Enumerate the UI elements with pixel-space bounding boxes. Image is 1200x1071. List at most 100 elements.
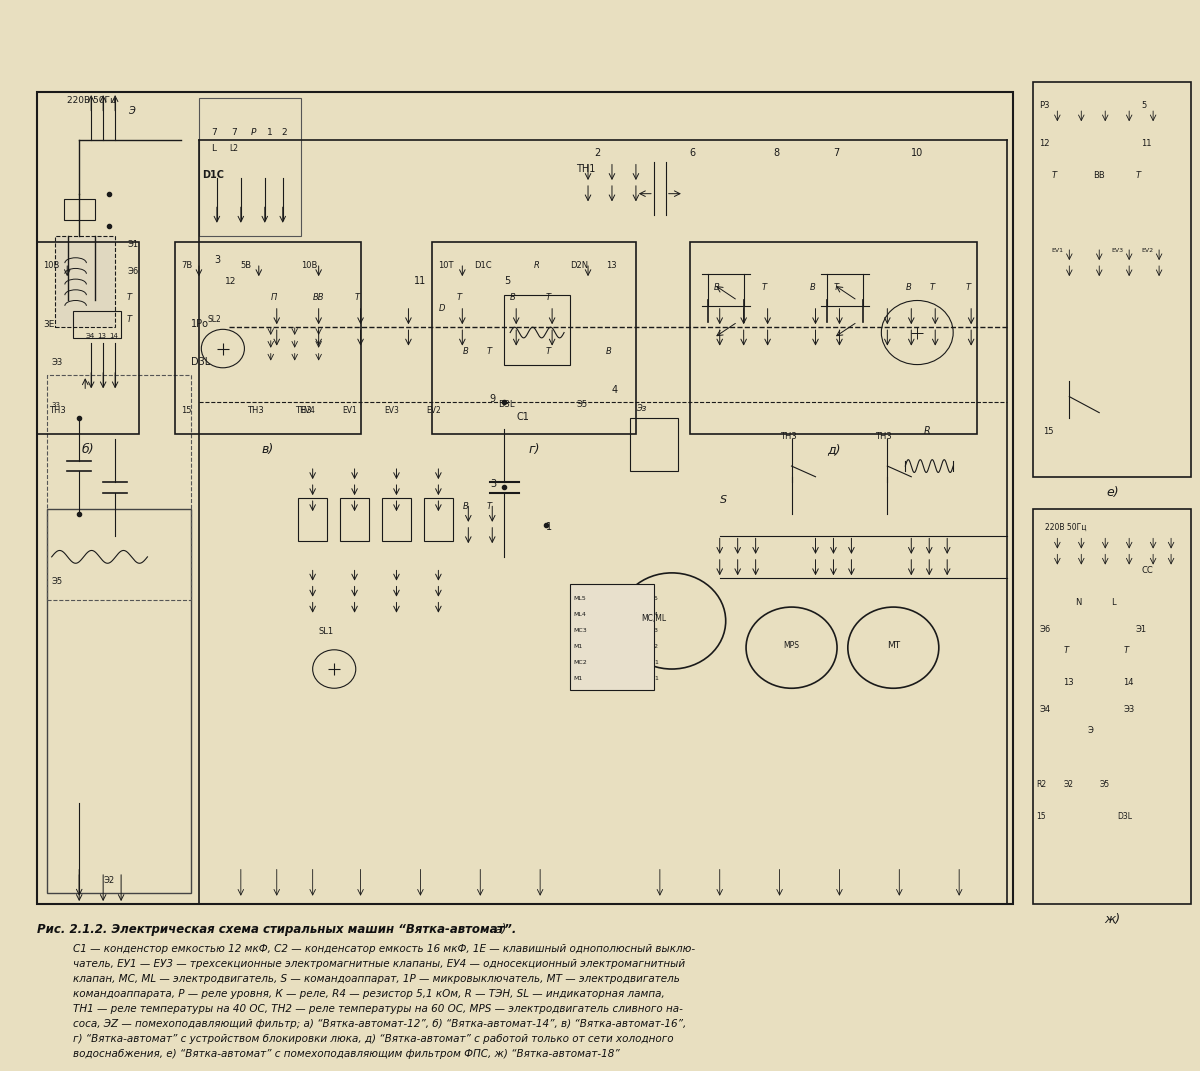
Text: СС: СС xyxy=(1141,565,1153,575)
Text: Э5: Э5 xyxy=(576,401,587,409)
Text: MT: MT xyxy=(887,640,900,650)
Text: 7: 7 xyxy=(232,127,238,137)
Text: T: T xyxy=(929,283,935,291)
Text: 9: 9 xyxy=(490,394,496,404)
Text: 3: 3 xyxy=(654,628,658,633)
Text: 4: 4 xyxy=(612,386,618,395)
Text: соса, ЭZ — помехоподавляющий фильтр; а) “Вятка-автомат-12”, б) “Вятка-автомат-14: соса, ЭZ — помехоподавляющий фильтр; а) … xyxy=(73,1019,686,1029)
Text: 1: 1 xyxy=(654,660,658,665)
Text: 6: 6 xyxy=(690,148,696,159)
Text: MC3: MC3 xyxy=(574,628,588,633)
Text: ТН1 — реле температуры на 40 ОС, ТН2 — реле температуры на 60 ОС, MPS — электрод: ТН1 — реле температуры на 40 ОС, ТН2 — р… xyxy=(73,1004,683,1014)
Text: MC,ML: MC,ML xyxy=(641,614,666,623)
Text: 33: 33 xyxy=(52,403,61,408)
Bar xyxy=(432,242,636,434)
Text: 11: 11 xyxy=(1141,138,1152,148)
Text: M1: M1 xyxy=(574,644,583,649)
Bar xyxy=(299,498,328,541)
Text: EV3: EV3 xyxy=(384,406,400,414)
Bar xyxy=(1033,81,1192,477)
Text: C1: C1 xyxy=(516,412,529,422)
Text: Э5: Э5 xyxy=(52,576,62,586)
Text: 13: 13 xyxy=(97,333,106,338)
Text: 15: 15 xyxy=(1036,812,1045,820)
Text: EV2: EV2 xyxy=(426,406,442,414)
Bar xyxy=(55,237,115,328)
Text: B: B xyxy=(905,283,911,291)
Text: г): г) xyxy=(528,443,540,456)
Text: 5: 5 xyxy=(1141,102,1146,110)
Text: T: T xyxy=(834,283,839,291)
Text: а): а) xyxy=(494,923,508,936)
Text: П: П xyxy=(271,293,277,302)
Text: 1: 1 xyxy=(268,127,272,137)
Text: T: T xyxy=(486,347,491,356)
Text: R: R xyxy=(534,261,540,271)
Text: 1Ро: 1Ро xyxy=(191,319,209,329)
Bar xyxy=(570,584,654,691)
Text: С1 — конденстор емкостью 12 мкФ, С2 — конденсатор емкость 16 мкФ, 1Е — клавишный: С1 — конденстор емкостью 12 мкФ, С2 — ко… xyxy=(73,945,695,954)
Text: 5: 5 xyxy=(654,595,658,601)
Text: D3L: D3L xyxy=(498,401,515,409)
Text: T: T xyxy=(546,293,551,302)
Text: SL2: SL2 xyxy=(208,315,221,323)
Text: ML4: ML4 xyxy=(574,612,587,617)
Text: D1C: D1C xyxy=(203,169,224,180)
Text: Э: Э xyxy=(128,106,136,116)
Text: клапан, МС, ML — электродвигатель, S — командоаппарат, 1Р — микровыключатель, МТ: клапан, МС, ML — электродвигатель, S — к… xyxy=(73,974,680,984)
Bar xyxy=(73,312,121,337)
Text: 10В: 10В xyxy=(301,261,317,271)
Text: T: T xyxy=(546,347,551,356)
Text: 12: 12 xyxy=(1039,138,1050,148)
Text: 8: 8 xyxy=(774,148,780,159)
Text: MC2: MC2 xyxy=(574,660,588,665)
Text: EV1: EV1 xyxy=(1051,248,1063,254)
Text: 12: 12 xyxy=(226,277,236,286)
Text: L: L xyxy=(211,144,216,153)
Text: 10T: 10T xyxy=(438,261,454,271)
Text: ж): ж) xyxy=(1104,914,1121,926)
Text: е): е) xyxy=(1106,486,1118,499)
Text: 11: 11 xyxy=(414,276,427,286)
Text: Э2: Э2 xyxy=(1063,780,1073,788)
Text: Э4: Э4 xyxy=(1039,705,1050,713)
Text: Э1: Э1 xyxy=(1135,624,1146,634)
Text: д): д) xyxy=(827,443,840,456)
Text: EV1: EV1 xyxy=(342,406,358,414)
Text: P3: P3 xyxy=(1039,102,1050,110)
Text: L2: L2 xyxy=(229,144,238,153)
Text: командоаппарата, Р — реле уровня, К — реле, R4 — резистор 5,1 кОм, R — ТЭН, SL —: командоаппарата, Р — реле уровня, К — ре… xyxy=(73,989,665,999)
Text: Э5: Э5 xyxy=(1099,780,1109,788)
Text: 7: 7 xyxy=(211,127,217,137)
Text: T: T xyxy=(354,293,360,302)
Text: 5: 5 xyxy=(504,276,510,286)
Text: 7В: 7В xyxy=(181,261,192,271)
Bar xyxy=(175,242,360,434)
Text: 3: 3 xyxy=(490,480,496,489)
Bar xyxy=(690,242,977,434)
Text: 15: 15 xyxy=(1043,427,1054,436)
Text: водоснабжения, е) “Вятка-автомат” с помехоподавляющим фильтром ФПС, ж) “Вятка-ав: водоснабжения, е) “Вятка-автомат” с поме… xyxy=(73,1049,620,1059)
Text: T: T xyxy=(456,293,462,302)
Bar xyxy=(341,498,368,541)
Text: P: P xyxy=(251,127,256,137)
Bar xyxy=(199,97,301,237)
Text: ТН3: ТН3 xyxy=(49,406,66,414)
Text: 10В: 10В xyxy=(43,261,60,271)
Bar xyxy=(1033,509,1192,904)
Text: TH1: TH1 xyxy=(576,164,595,175)
Bar xyxy=(382,498,410,541)
Text: 2: 2 xyxy=(282,127,287,137)
Text: 1: 1 xyxy=(546,523,552,532)
Text: MPS: MPS xyxy=(784,640,799,650)
Text: B: B xyxy=(810,283,815,291)
Text: Э1: Э1 xyxy=(127,240,138,250)
Text: M1: M1 xyxy=(574,676,583,681)
Text: T: T xyxy=(127,293,132,302)
Text: D: D xyxy=(438,304,445,313)
Text: ВВ: ВВ xyxy=(1093,170,1105,180)
Text: Э2: Э2 xyxy=(103,876,114,885)
Text: T: T xyxy=(1051,170,1056,180)
Text: 1: 1 xyxy=(654,676,658,681)
Bar xyxy=(47,375,191,600)
